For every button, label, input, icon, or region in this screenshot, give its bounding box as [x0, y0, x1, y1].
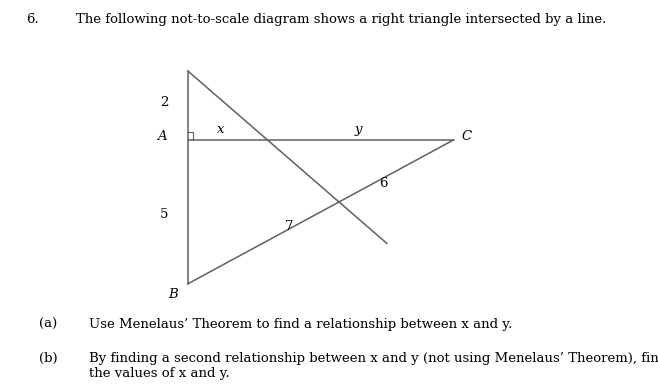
- Text: The following not-to-scale diagram shows a right triangle intersected by a line.: The following not-to-scale diagram shows…: [76, 13, 606, 27]
- Text: Use Menelaus’ Theorem to find a relationship between x and y.: Use Menelaus’ Theorem to find a relation…: [89, 318, 512, 331]
- Text: 6.: 6.: [26, 13, 39, 27]
- Text: 7: 7: [285, 220, 293, 233]
- Text: y: y: [355, 123, 363, 136]
- Text: 6: 6: [380, 177, 388, 189]
- Text: 5: 5: [160, 208, 168, 221]
- Text: C: C: [461, 131, 471, 144]
- Text: (a): (a): [39, 318, 58, 331]
- Text: By finding a second relationship between x and y (not using Menelaus’ Theorem), : By finding a second relationship between…: [89, 352, 658, 380]
- Text: x: x: [217, 123, 224, 136]
- Text: A: A: [157, 131, 166, 144]
- Text: B: B: [168, 288, 178, 301]
- Text: 2: 2: [160, 96, 168, 109]
- Text: (b): (b): [39, 352, 58, 365]
